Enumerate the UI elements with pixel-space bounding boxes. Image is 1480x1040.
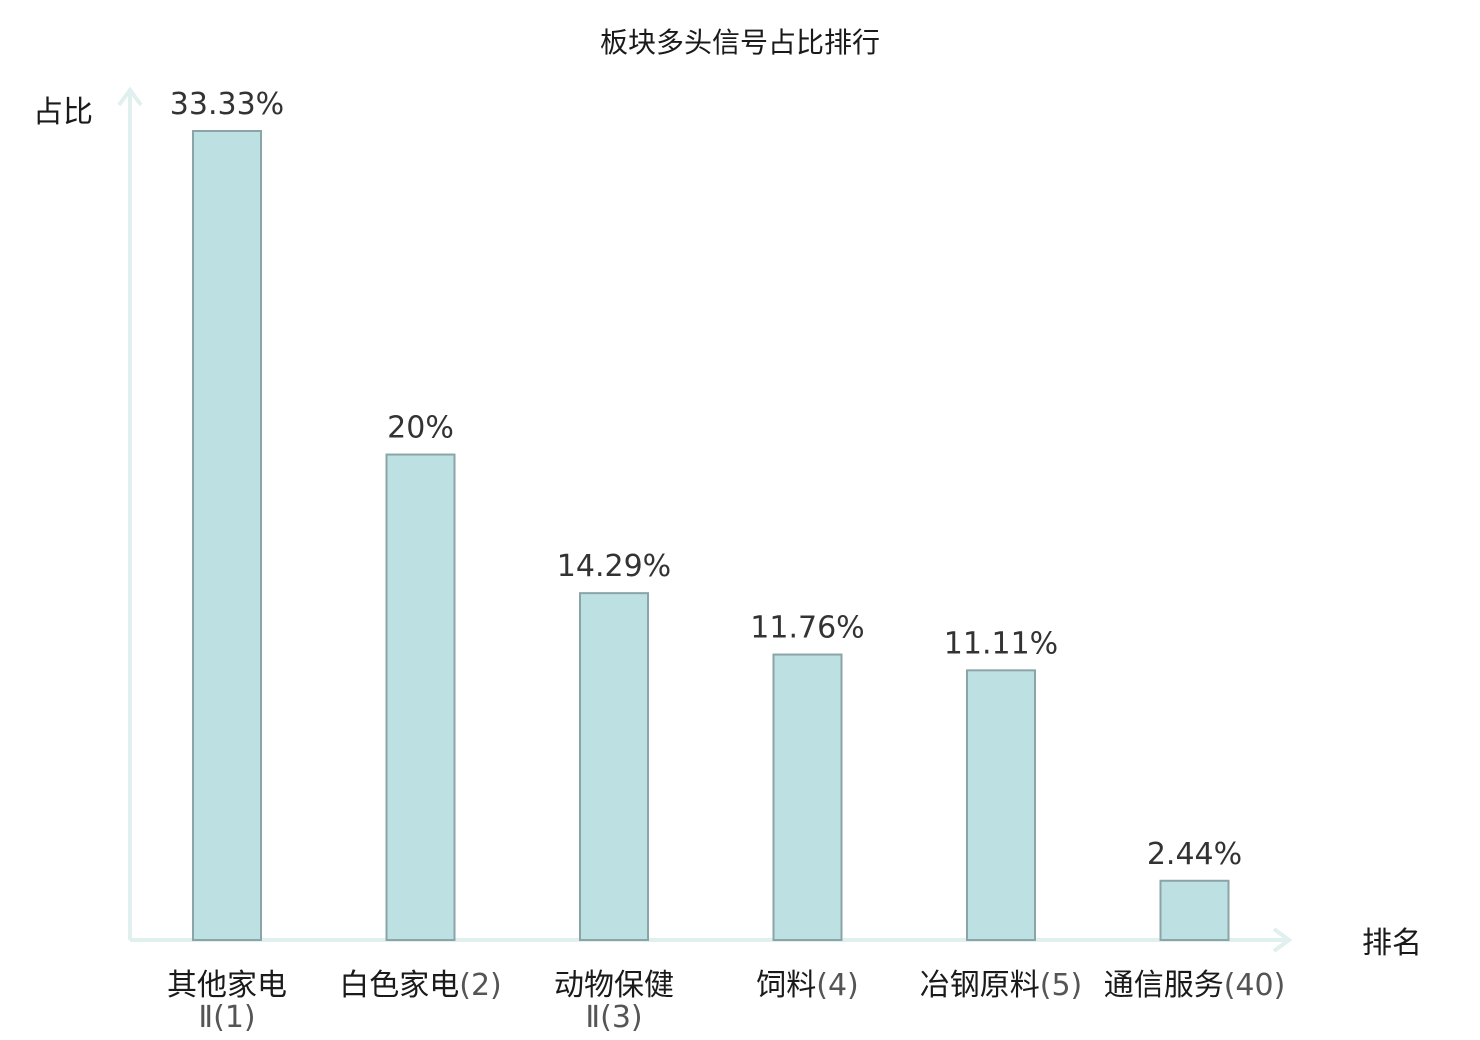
- bar: [579, 592, 649, 942]
- bar-value-label: 11.11%: [944, 626, 1058, 661]
- x-axis-arrow-icon: [1272, 927, 1293, 953]
- category-label: 通信服务(40): [1104, 968, 1286, 1003]
- bar: [772, 653, 843, 942]
- x-axis: [130, 927, 1293, 953]
- bar-value-label: 14.29%: [557, 549, 671, 584]
- category-label: 白色家电(2): [339, 968, 502, 1003]
- category-label: 冶钢原料(5): [920, 968, 1083, 1003]
- y-axis: [117, 86, 143, 940]
- category-label: 饲料(4): [756, 968, 859, 1003]
- bar: [385, 453, 456, 941]
- bar: [1159, 879, 1230, 941]
- category-label: 动物保健 Ⅱ(3): [554, 968, 674, 1035]
- chart-title: 板块多头信号占比排行: [600, 26, 880, 59]
- x-axis-label: 排名: [1362, 926, 1422, 961]
- bar-value-label: 2.44%: [1147, 837, 1242, 872]
- category-label: 其他家电 Ⅱ(1): [167, 968, 287, 1035]
- category-labels-group: 其他家电 Ⅱ(1) 白色家电(2) 动物保健 Ⅱ(3) 饲料(4) 冶钢原料(5) 通信服务(…: [167, 968, 1285, 1035]
- bar-value-label: 11.76%: [750, 611, 864, 646]
- bar: [966, 669, 1036, 941]
- bar-value-label: 20%: [387, 411, 454, 446]
- value-labels-group: 33.33% 20% 14.29% 11.76% 11.11% 2.44%: [170, 87, 1242, 872]
- bar-value-label: 33.33%: [170, 87, 284, 122]
- bar: [192, 130, 262, 941]
- y-axis-arrow-icon: [117, 86, 143, 107]
- y-axis-label: 占比: [33, 95, 93, 130]
- bars-group: [192, 130, 1230, 942]
